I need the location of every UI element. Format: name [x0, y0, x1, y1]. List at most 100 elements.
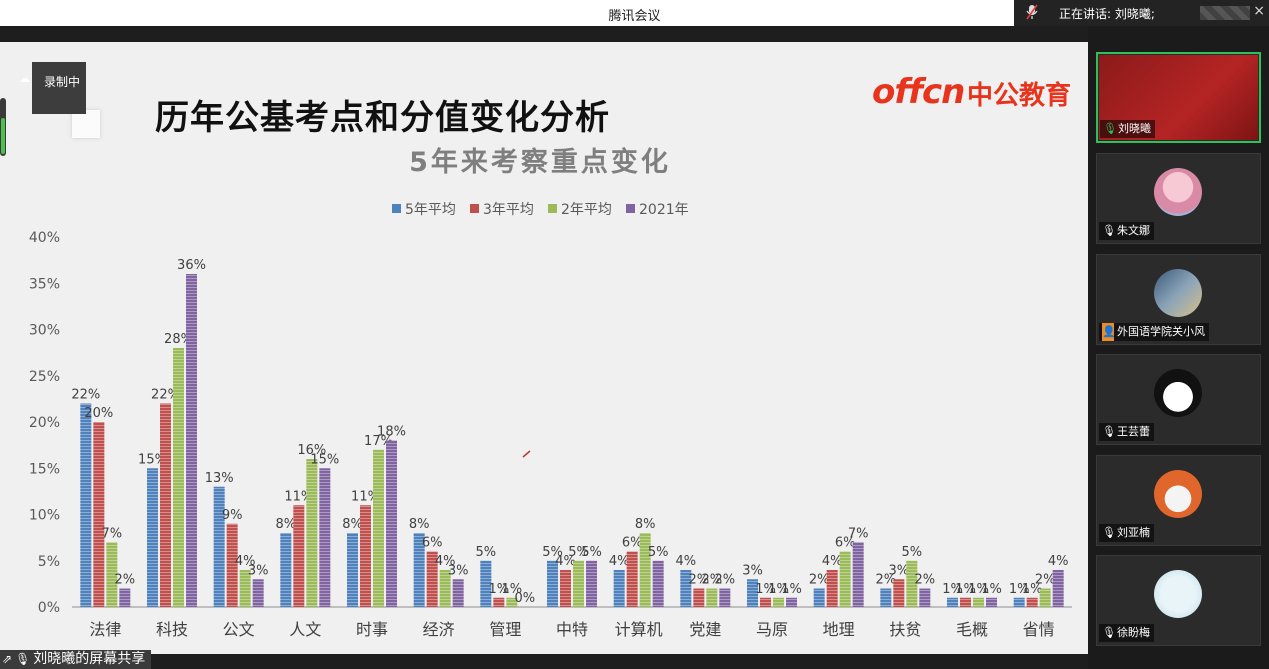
data-label: 17% — [364, 434, 393, 449]
bar — [639, 533, 651, 607]
data-label: 4% — [435, 554, 456, 569]
bar — [93, 422, 105, 607]
bar — [852, 542, 864, 607]
legend-swatch — [626, 204, 635, 213]
bar — [1013, 597, 1025, 607]
bar — [80, 403, 92, 607]
bar — [280, 533, 292, 607]
room-photo-avatar — [1154, 269, 1202, 317]
data-label: 8% — [409, 517, 430, 532]
bar — [186, 274, 197, 607]
data-label: 3% — [889, 563, 910, 578]
x-tick-label: 党建 — [689, 620, 721, 639]
data-label: 2% — [115, 573, 136, 588]
data-label: 5% — [581, 545, 602, 560]
user-icon: 👤 — [1102, 323, 1116, 341]
data-label: 0% — [515, 591, 536, 606]
bar — [213, 486, 225, 607]
data-label: 9% — [222, 508, 243, 523]
x-tick-label: 科技 — [156, 620, 188, 639]
data-label: 11% — [351, 489, 380, 504]
participant-tile[interactable]: 🎙王芸蕾 — [1096, 354, 1261, 445]
x-tick-label: 扶贫 — [889, 620, 921, 639]
bar-chart: 5年来考察重点变化 5年平均 3年平均 2年平均 2021年 0% 5% 10% 15% 20% 2… — [29, 146, 1072, 639]
participant-sidebar: 🎙刘晓曦 🎙朱文娜 👤外国语学院关小风 🎙王芸蕾 🎙刘亚楠 🎙徐盼梅 — [1088, 26, 1269, 669]
bar — [652, 560, 664, 607]
bar — [1052, 570, 1064, 607]
close-icon[interactable]: × — [1253, 3, 1265, 19]
bar — [919, 588, 931, 607]
data-label: 1% — [781, 582, 802, 597]
data-label: 15% — [138, 452, 167, 467]
data-label: 4% — [1048, 554, 1069, 569]
x-tick-label: 经济 — [423, 620, 455, 639]
bar — [319, 468, 331, 607]
legend-label: 5年平均 — [405, 202, 456, 218]
data-label: 5% — [648, 545, 669, 560]
bar — [986, 597, 997, 607]
bar — [680, 570, 692, 607]
data-label: 2% — [689, 573, 710, 588]
bar — [973, 597, 984, 607]
y-tick-label: 0% — [38, 600, 60, 616]
participant-tile[interactable]: 👤外国语学院关小风 — [1096, 254, 1261, 345]
data-label: 1% — [755, 582, 776, 597]
screen-share-tag[interactable]: ⇗ 🎙 刘晓曦的屏幕共享 — [0, 650, 152, 669]
data-label: 7% — [848, 526, 869, 541]
bar — [226, 523, 238, 607]
volume-level — [0, 98, 6, 156]
participant-tile[interactable]: 🎙刘晓曦 — [1096, 52, 1261, 143]
data-label: 8% — [276, 517, 297, 532]
mic-icon: 🎙 — [15, 652, 31, 666]
data-label: 1% — [489, 582, 510, 597]
bar — [839, 551, 851, 607]
y-tick-label: 30% — [29, 323, 60, 339]
pointer-cursor-icon — [522, 450, 531, 458]
participant-nametag: 🎙刘晓曦 — [1100, 120, 1155, 138]
legend-label: 2021年 — [639, 202, 689, 218]
data-label: 6% — [835, 536, 856, 551]
x-tick-label: 马原 — [756, 620, 788, 639]
bar — [173, 348, 184, 607]
mic-muted-icon: 🎙 — [1102, 224, 1116, 237]
bar — [373, 449, 384, 607]
participant-tile[interactable]: 🎙徐盼梅 — [1096, 555, 1261, 646]
data-label: 4% — [555, 554, 576, 569]
bar — [613, 570, 625, 607]
participant-tile[interactable]: 🎙朱文娜 — [1096, 153, 1261, 244]
data-label: 2% — [809, 573, 830, 588]
chart-title: 5年来考察重点变化 — [409, 146, 671, 178]
bar — [1026, 597, 1038, 607]
participant-nametag: 🎙徐盼梅 — [1099, 624, 1154, 642]
bar — [573, 560, 584, 607]
offcn-logo: offcn — [872, 72, 965, 112]
bar — [426, 551, 438, 607]
data-label: 22% — [71, 388, 100, 403]
offcn-logo-cn: 中公教育 — [967, 81, 1072, 111]
legend-swatch — [470, 204, 479, 213]
x-tick-label: 法律 — [89, 620, 121, 639]
pattern-avatar — [1154, 570, 1202, 618]
bar — [773, 597, 784, 607]
legend-label: 3年平均 — [483, 202, 534, 218]
recording-shadow — [72, 110, 100, 138]
share-icon: ⇗ — [2, 652, 13, 666]
x-tick-label: 时事 — [356, 620, 388, 639]
bar — [306, 459, 318, 607]
participant-nametag: 🎙刘亚楠 — [1099, 524, 1154, 542]
bar — [347, 533, 358, 607]
y-tick-label: 40% — [29, 230, 60, 246]
speaking-indicator: 正在讲话: 刘晓曦; × — [1014, 0, 1269, 26]
x-tick-label: 毛概 — [956, 620, 988, 639]
data-label: 2% — [876, 573, 897, 588]
bar — [906, 560, 918, 607]
bar — [386, 440, 397, 607]
participant-tile[interactable]: 🎙刘亚楠 — [1096, 455, 1261, 546]
recording-badge[interactable]: ☁ 录制中 — [19, 62, 86, 114]
data-label: 4% — [609, 554, 630, 569]
bar — [439, 570, 451, 607]
bar — [119, 588, 131, 607]
data-label: 6% — [422, 536, 443, 551]
bar — [480, 560, 492, 607]
mic-muted-icon: 🎙 — [1102, 425, 1116, 438]
